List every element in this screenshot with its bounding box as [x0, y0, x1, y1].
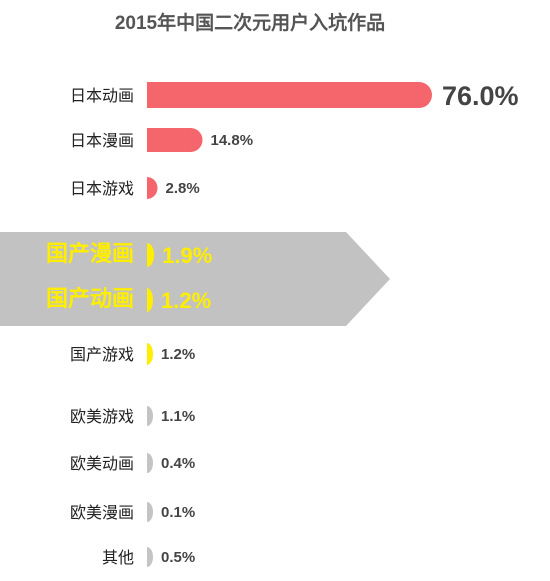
- highlight-band: [0, 232, 390, 326]
- bar-row: 欧美动画 0.4%: [70, 453, 195, 473]
- value-label: 2.8%: [166, 180, 200, 197]
- value-label: 0.5%: [161, 549, 195, 566]
- bar: [147, 243, 155, 267]
- category-label: 国产漫画: [46, 241, 134, 266]
- bar: [147, 82, 432, 108]
- bar: [147, 343, 153, 365]
- value-label: 76.0%: [442, 81, 519, 111]
- bar-rows: 日本动画 76.0% 日本漫画 14.8% 日本游戏 2.8% 国产漫画 1.9% 国产动画 1.…: [46, 81, 519, 567]
- bar: [147, 128, 203, 152]
- value-label: 1.2%: [161, 346, 195, 363]
- bar: [147, 288, 153, 312]
- bar: [147, 453, 153, 473]
- value-label: 1.9%: [162, 243, 212, 268]
- category-label: 日本游戏: [70, 180, 134, 198]
- bar-row: 欧美游戏 1.1%: [70, 406, 195, 426]
- category-label: 其他: [102, 549, 134, 567]
- value-label: 0.1%: [161, 504, 195, 521]
- bar-row: 日本漫画 14.8%: [70, 128, 253, 152]
- bar: [147, 406, 153, 426]
- bar: [147, 502, 153, 522]
- value-label: 14.8%: [211, 132, 254, 149]
- category-label: 国产动画: [46, 286, 134, 311]
- category-label: 欧美动画: [70, 455, 134, 473]
- bar-row: 其他 0.5%: [102, 547, 195, 567]
- bar-row: 国产动画 1.2%: [46, 286, 211, 313]
- category-label: 日本动画: [70, 87, 134, 105]
- value-label: 1.1%: [161, 408, 195, 425]
- category-label: 日本漫画: [70, 132, 134, 150]
- bar-row: 日本游戏 2.8%: [70, 177, 200, 199]
- bar: [147, 177, 158, 199]
- bar: [147, 547, 153, 567]
- bar-row: 欧美漫画 0.1%: [70, 502, 195, 522]
- bar-row: 国产漫画 1.9%: [46, 241, 212, 268]
- chart-title: 2015年中国二次元用户入坑作品: [115, 11, 385, 34]
- bar-row: 日本动画 76.0%: [70, 81, 519, 111]
- value-label: 0.4%: [161, 455, 195, 472]
- category-label: 国产游戏: [70, 346, 134, 364]
- bar-row: 国产游戏 1.2%: [70, 343, 195, 365]
- category-label: 欧美游戏: [70, 408, 134, 426]
- value-label: 1.2%: [161, 288, 211, 313]
- category-label: 欧美漫画: [70, 504, 134, 522]
